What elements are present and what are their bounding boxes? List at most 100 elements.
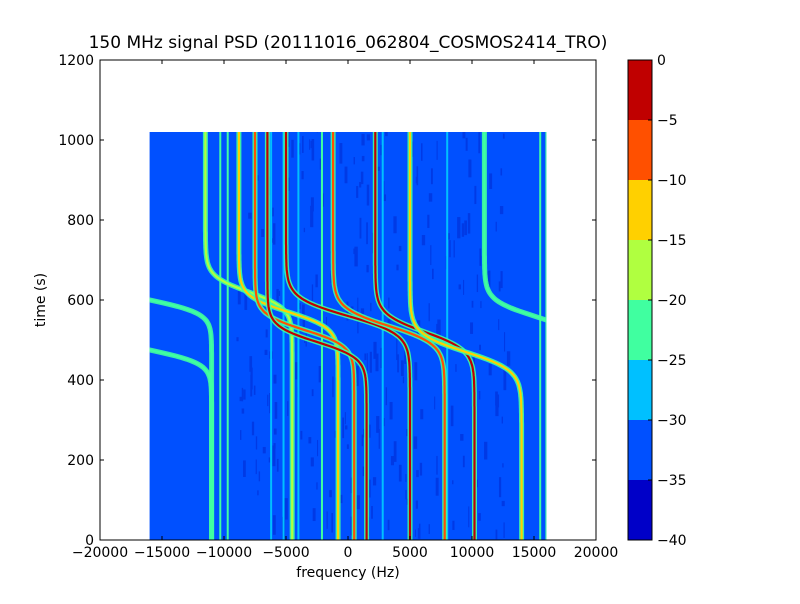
noise-speckle [316,132,318,133]
noise-speckle [262,446,266,454]
noise-speckle [364,353,367,361]
noise-speckle [427,214,430,228]
noise-speckle [498,281,501,292]
noise-speckle [310,457,314,467]
noise-speckle [398,464,402,482]
noise-speckle [503,522,505,538]
noise-speckle [251,421,255,436]
doppler-track [284,132,412,540]
noise-speckle [397,354,399,373]
noise-speckle [411,141,414,157]
noise-speckle [331,512,334,533]
noise-speckle [484,441,488,460]
noise-speckle [461,223,465,237]
noise-speckle [462,132,466,139]
colorbar-segment [628,60,652,120]
noise-speckle [387,519,390,531]
noise-speckle [402,376,405,384]
noise-speckle [278,290,281,296]
noise-speckle [449,240,451,258]
noise-speckle [478,513,481,521]
doppler-track [483,132,547,322]
doppler-track [266,132,368,540]
noise-speckle [268,457,271,463]
noise-speckle [359,217,362,239]
noise-speckle [370,302,372,312]
noise-speckle [368,479,371,498]
x-tick-label: 10000 [450,545,495,561]
y-tick-label: 400 [67,373,94,389]
noise-speckle [388,297,390,309]
noise-speckle [344,412,346,425]
noise-speckle [240,430,242,440]
noise-speckle [353,157,355,165]
noise-speckle [361,434,364,447]
x-tick-label: −15000 [134,545,190,561]
noise-speckle [436,140,438,160]
noise-speckle [257,175,259,181]
noise-speckle [495,221,497,232]
doppler-track [408,132,523,540]
noise-speckle [318,365,322,383]
noise-speckle [416,470,419,478]
noise-speckle [495,391,498,406]
noise-speckle [298,303,301,310]
y-tick-label: 1000 [58,133,94,149]
colorbar-segment [628,420,652,480]
noise-speckle [359,181,362,188]
noise-speckle [360,308,365,315]
noise-speckle [378,429,380,449]
noise-speckle [302,135,304,153]
noise-speckle [250,374,253,397]
noise-speckle [376,416,380,433]
noise-speckle [419,462,423,476]
noise-speckle [300,430,303,440]
noise-speckle [467,213,471,234]
noise-speckle [261,229,265,237]
noise-speckle [435,477,439,496]
noise-speckle [362,466,365,477]
noise-speckle [420,409,424,420]
psd-background [149,132,547,540]
colorbar-tick-label: −40 [657,533,687,549]
noise-speckle [308,437,312,444]
noise-speckle [244,293,248,310]
noise-speckle [434,396,436,410]
noise-speckle [396,338,398,361]
noise-speckle [489,173,493,189]
colorbar-tick-label: −10 [657,173,687,189]
x-tick-label: 15000 [512,545,557,561]
noise-speckle [501,500,505,507]
noise-speckle [274,402,278,419]
noise-speckle [344,166,348,184]
noise-speckle [344,425,348,430]
colorbar-segment [628,240,652,300]
colorbar-tick-label: 0 [657,53,666,69]
noise-speckle [357,297,359,316]
noise-speckle [404,344,407,364]
noise-speckle [430,245,432,266]
chart-title: 150 MHz signal PSD (20111016_062804_COSM… [89,33,608,53]
noise-speckle [464,220,467,236]
noise-speckle [502,133,505,139]
noise-speckle [236,337,239,342]
doppler-track [237,132,340,540]
colorbar-tick-label: −15 [657,233,687,249]
noise-speckle [353,248,357,255]
plot-area: −20000 −15000 −10000 −5000 0 5000 10000 15000 20… [58,53,618,561]
noise-speckle [332,376,334,398]
noise-speckle [498,319,500,331]
noise-speckle [447,233,450,240]
noise-speckle [311,389,314,397]
noise-speckle [310,205,314,228]
noise-speckle [471,300,474,308]
noise-speckle [315,274,318,288]
noise-speckle [460,433,464,441]
noise-speckle [421,143,423,161]
noise-speckle [295,362,298,380]
noise-speckle [317,439,319,457]
doppler-track [253,132,356,540]
noise-speckle [248,212,252,219]
